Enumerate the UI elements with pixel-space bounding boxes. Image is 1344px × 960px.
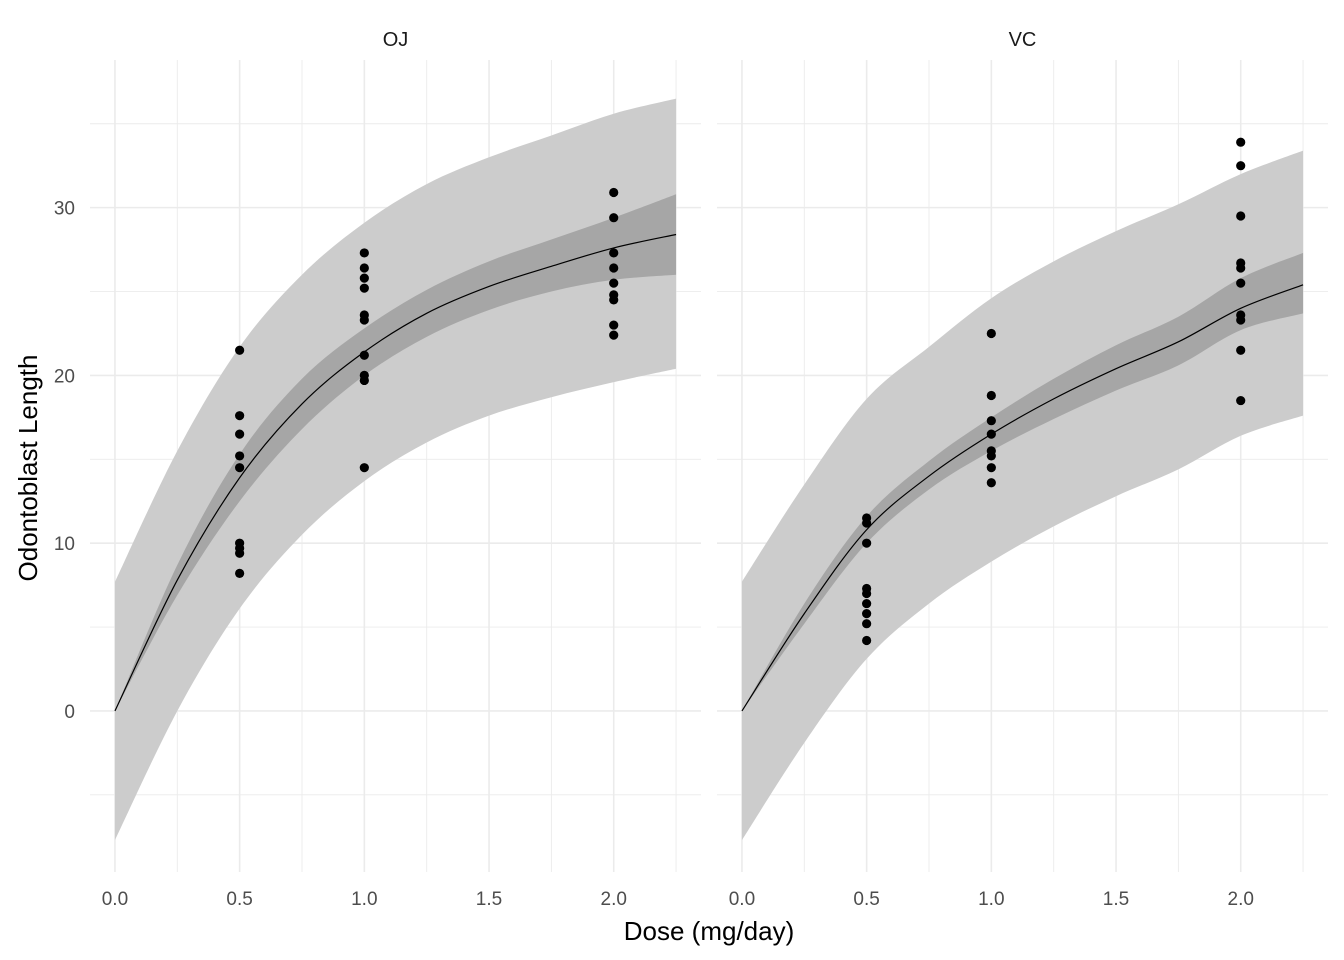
data-point (1236, 137, 1246, 147)
fit-line (741, 284, 1304, 712)
data-point (1236, 278, 1246, 288)
y-tick-label: 30 (54, 199, 75, 220)
prediction-band (741, 150, 1304, 841)
data-point (359, 283, 369, 293)
x-tick-label: 2.0 (1228, 889, 1254, 910)
data-point (609, 213, 619, 223)
y-tick-label: 0 (64, 702, 75, 723)
y-tick-label: 10 (54, 534, 75, 555)
data-point (235, 451, 245, 461)
data-point (862, 538, 872, 548)
data-point (235, 548, 245, 558)
data-point (235, 463, 245, 473)
x-tick-label: 1.5 (476, 889, 502, 910)
y-axis-title: Odontoblast Length (13, 355, 43, 582)
data-point (986, 328, 996, 339)
data-point (235, 411, 245, 421)
data-point (609, 330, 619, 340)
data-point (1236, 315, 1246, 325)
data-point (986, 390, 996, 401)
x-tick-label: 0.0 (102, 889, 128, 910)
x-tick-label: 0.0 (729, 889, 755, 910)
data-point (1236, 161, 1246, 171)
data-point (862, 518, 872, 528)
data-point (986, 416, 996, 426)
y-axis: 0 10 20 30 (54, 199, 75, 723)
x-tick-label: 2.0 (601, 889, 627, 910)
confidence-band (741, 252, 1304, 711)
panel-oj: OJ (90, 29, 701, 872)
data-point (986, 429, 996, 439)
panel-title: OJ (383, 29, 409, 51)
data-point (609, 320, 619, 330)
y-tick-label: 20 (54, 366, 75, 387)
panel-vc: VC (717, 29, 1328, 872)
data-point (359, 263, 369, 273)
data-point (986, 478, 996, 488)
data-point (1236, 395, 1246, 406)
data-point (1236, 345, 1246, 355)
data-point (359, 315, 369, 325)
data-point (359, 248, 369, 258)
x-tick-label: 1.5 (1103, 889, 1129, 910)
data-point (609, 187, 619, 198)
data-point (235, 429, 245, 439)
panel-title: VC (1009, 29, 1037, 51)
data-point (609, 263, 619, 273)
data-point (235, 568, 245, 578)
data-point (862, 609, 872, 619)
data-point (862, 588, 872, 599)
prediction-band (114, 98, 677, 841)
data-point (986, 463, 996, 473)
data-point (359, 463, 369, 473)
x-tick-label: 0.5 (226, 889, 252, 910)
data-point (862, 619, 872, 629)
data-point (609, 248, 619, 258)
data-point (359, 273, 369, 283)
data-point (986, 451, 996, 461)
data-point (1236, 263, 1246, 273)
x-axes: 0.0 0.5 1.0 1.5 2.0 0.0 0.5 1.0 1.5 2.0 (102, 889, 1254, 910)
data-point (862, 598, 872, 609)
data-point (235, 345, 245, 355)
data-point (1236, 211, 1246, 221)
x-tick-label: 1.0 (978, 889, 1004, 910)
x-axis-title: Dose (mg/day) (624, 916, 795, 946)
data-point (862, 635, 872, 646)
data-point (359, 375, 369, 386)
data-point (609, 278, 619, 288)
x-tick-label: 0.5 (853, 889, 879, 910)
data-point (609, 295, 619, 305)
data-point (359, 350, 369, 360)
x-tick-label: 1.0 (351, 889, 377, 910)
